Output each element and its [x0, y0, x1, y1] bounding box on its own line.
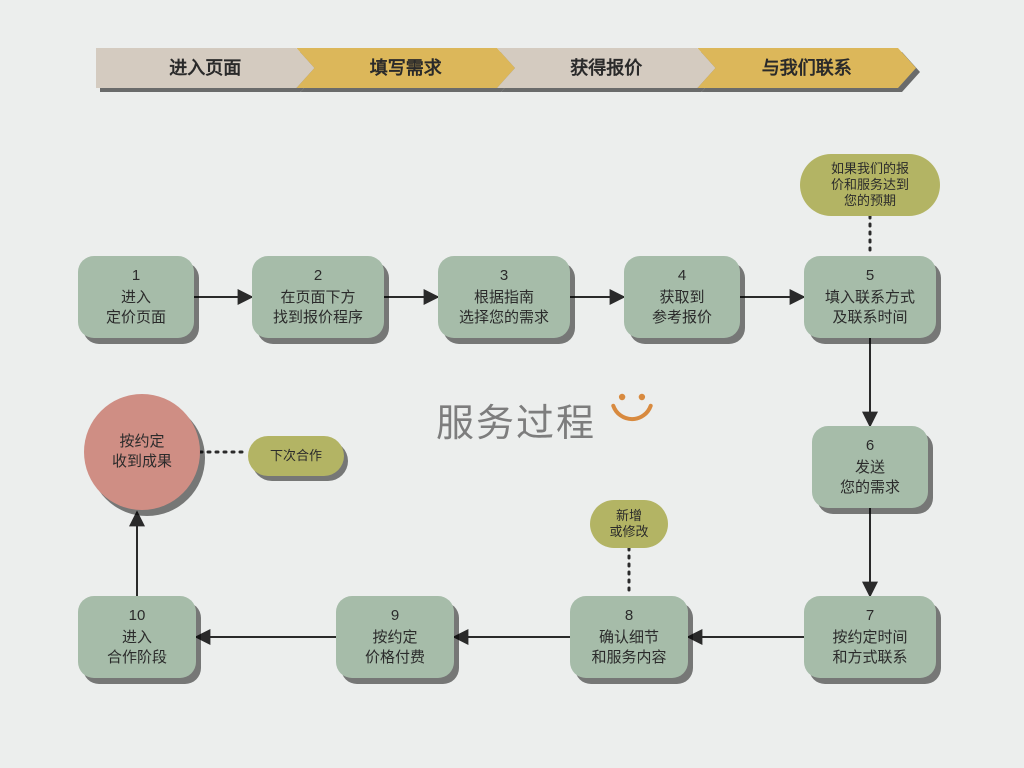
callout-c_next: 下次合作 [248, 436, 344, 476]
flow-node-number: 8 [625, 606, 633, 626]
step-4: 与我们联系 [698, 48, 917, 88]
result-circle: 按约定收到成果 [84, 394, 200, 510]
diagram-title: 服务过程 [436, 392, 596, 447]
flow-node-line2: 和方式联系 [832, 648, 907, 668]
flow-node-line1: 进入 [122, 628, 152, 648]
step-2: 填写需求 [297, 48, 516, 88]
step-3: 获得报价 [497, 48, 716, 88]
diagram-stage: 进入页面填写需求获得报价与我们联系 服务过程 1进入定价页面2在页面下方找到报价… [0, 0, 1024, 768]
smile-icon [613, 394, 650, 419]
flow-node-n8: 8确认细节和服务内容 [570, 596, 688, 678]
flow-node-line1: 获取到 [659, 288, 704, 308]
flow-node-n10: 10进入合作阶段 [78, 596, 196, 678]
flow-node-line1: 确认细节 [599, 628, 659, 648]
flow-node-number: 1 [132, 266, 140, 286]
flow-node-line1: 填入联系方式 [825, 288, 915, 308]
flow-node-n5: 5填入联系方式及联系时间 [804, 256, 936, 338]
flow-node-number: 10 [129, 606, 146, 626]
callout-c_edit: 新增 或修改 [590, 500, 668, 548]
flow-node-line2: 选择您的需求 [459, 308, 549, 328]
flow-node-line1: 按约定 [372, 628, 417, 648]
result-line1: 按约定 [119, 432, 164, 452]
flow-node-n1: 1进入定价页面 [78, 256, 194, 338]
flow-node-n3: 3根据指南选择您的需求 [438, 256, 570, 338]
callout-c_expect: 如果我们的报 价和服务达到 您的预期 [800, 154, 940, 216]
flow-node-n6: 6发送您的需求 [812, 426, 928, 508]
process-steps-bar: 进入页面填写需求获得报价与我们联系 [96, 48, 916, 88]
flow-node-number: 6 [866, 436, 874, 456]
flow-node-line2: 及联系时间 [832, 308, 907, 328]
result-line2: 收到成果 [112, 452, 172, 472]
flow-node-line1: 根据指南 [474, 288, 534, 308]
flow-node-line2: 参考报价 [652, 308, 712, 328]
flow-node-number: 7 [866, 606, 874, 626]
flow-node-number: 2 [314, 266, 322, 286]
flow-node-line1: 发送 [855, 458, 885, 478]
flow-node-number: 9 [391, 606, 399, 626]
flow-node-number: 3 [500, 266, 508, 286]
flow-node-line2: 定价页面 [106, 308, 166, 328]
flow-node-n7: 7按约定时间和方式联系 [804, 596, 936, 678]
flow-node-line1: 进入 [121, 288, 151, 308]
flow-node-n2: 2在页面下方找到报价程序 [252, 256, 384, 338]
flow-node-line2: 您的需求 [840, 478, 900, 498]
flow-node-n9: 9按约定价格付费 [336, 596, 454, 678]
flow-node-number: 4 [678, 266, 686, 286]
flow-node-line2: 找到报价程序 [273, 308, 363, 328]
flow-node-line2: 合作阶段 [107, 648, 167, 668]
step-1: 进入页面 [96, 48, 315, 88]
flow-node-n4: 4获取到参考报价 [624, 256, 740, 338]
flow-node-number: 5 [866, 266, 874, 286]
flow-node-line1: 在页面下方 [280, 288, 355, 308]
flow-node-line1: 按约定时间 [832, 628, 907, 648]
flow-node-line2: 价格付费 [365, 648, 425, 668]
flow-node-line2: 和服务内容 [591, 648, 666, 668]
